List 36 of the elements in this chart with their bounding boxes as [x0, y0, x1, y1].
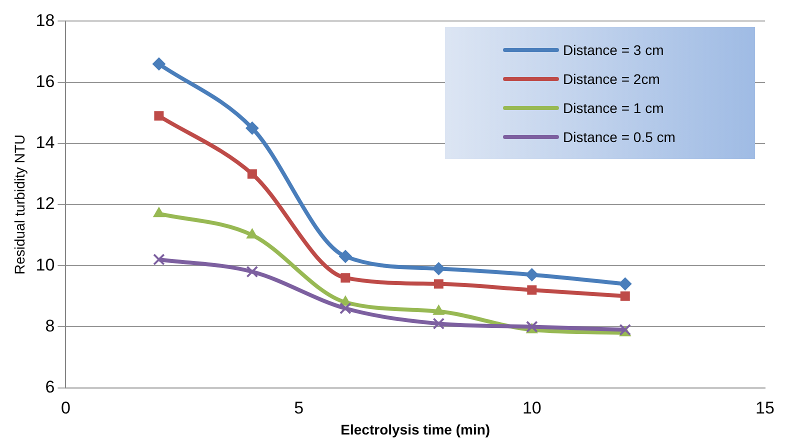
point [339, 302, 352, 314]
point [154, 111, 164, 121]
point [246, 266, 258, 278]
point [152, 57, 166, 70]
y-tick-label: 16 [36, 72, 55, 91]
y-tick-label: 18 [36, 10, 55, 30]
y-tick-label: 14 [36, 133, 55, 152]
y-axis-title: Residual turbidity NTU [11, 134, 28, 275]
y-tick-label: 6 [45, 377, 55, 396]
point [246, 228, 258, 239]
x-tick-label: 5 [294, 398, 304, 418]
legend-label: Distance = 1 cm [563, 100, 664, 116]
point [338, 250, 352, 263]
point [620, 291, 630, 301]
point [525, 268, 538, 282]
point [247, 169, 257, 179]
x-tick-label: 0 [60, 398, 70, 418]
point [527, 285, 537, 295]
x-tick-label: 15 [756, 398, 774, 418]
legend-label: Distance = 2cm [563, 70, 660, 87]
point [153, 207, 165, 218]
legend-label: Distance = 0.5 cm [563, 128, 676, 145]
point [153, 254, 165, 266]
legend-label: Distance = 3 cm [563, 42, 664, 58]
point [340, 273, 350, 283]
point [434, 279, 444, 289]
point [246, 122, 259, 135]
y-tick-label: 8 [45, 316, 55, 336]
point [618, 277, 632, 290]
point [432, 262, 446, 276]
x-axis-title: Electrolysis time (min) [340, 421, 490, 438]
y-tick-label: 12 [36, 194, 55, 214]
point [432, 304, 444, 315]
point [432, 318, 445, 330]
x-tick-label: 10 [522, 398, 542, 418]
y-tick-label: 10 [36, 255, 55, 274]
